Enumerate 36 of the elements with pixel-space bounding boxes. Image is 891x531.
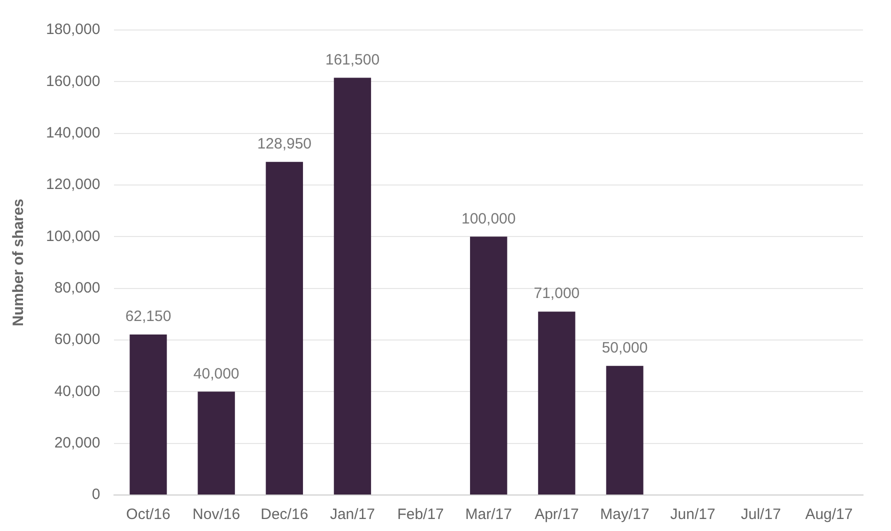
y-tick-label: 120,000 xyxy=(46,176,100,194)
data-label: 128,950 xyxy=(257,136,312,153)
x-tick-label: Feb/17 xyxy=(397,506,444,524)
x-tick-label: Nov/16 xyxy=(192,506,240,524)
x-tick-label: May/17 xyxy=(600,506,650,524)
bar xyxy=(334,78,372,494)
x-tick-label: Apr/17 xyxy=(534,506,579,524)
data-label: 71,000 xyxy=(534,285,580,302)
data-label: 161,500 xyxy=(325,51,380,68)
y-tick-label: 160,000 xyxy=(46,72,100,90)
bar xyxy=(606,366,644,494)
x-tick-label: Jul/17 xyxy=(740,506,781,524)
y-tick-label: 100,000 xyxy=(46,228,100,245)
y-axis-title: Number of shares xyxy=(10,198,28,326)
y-tick-label: 0 xyxy=(92,486,100,504)
y-tick-label: 20,000 xyxy=(54,434,100,452)
bar xyxy=(266,162,303,494)
bar xyxy=(538,312,576,494)
bar xyxy=(470,236,508,494)
y-tick-label: 140,000 xyxy=(46,124,100,142)
bar xyxy=(130,334,167,494)
y-tick-label: 180,000 xyxy=(46,21,100,38)
y-tick-label: 40,000 xyxy=(54,382,100,400)
x-tick-label: Aug/17 xyxy=(805,506,853,524)
data-label: 62,150 xyxy=(125,308,172,326)
x-tick-label: Oct/16 xyxy=(126,506,170,524)
y-tick-label: 80,000 xyxy=(54,279,100,296)
data-label: 50,000 xyxy=(602,339,648,356)
data-label: 40,000 xyxy=(193,365,240,382)
data-label: 100,000 xyxy=(461,210,516,228)
x-tick-label: Dec/16 xyxy=(260,506,308,524)
y-tick-label: 60,000 xyxy=(54,331,100,348)
x-tick-label: Mar/17 xyxy=(465,506,512,524)
x-tick-label: Jan/17 xyxy=(330,506,375,524)
x-tick-label: Jun/17 xyxy=(670,506,716,524)
bar xyxy=(198,392,235,494)
